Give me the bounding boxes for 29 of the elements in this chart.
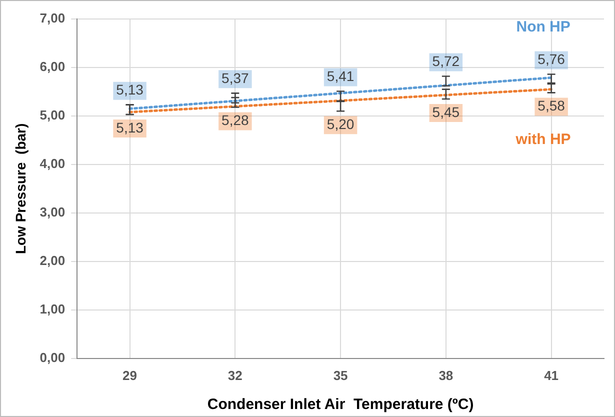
x-tick-label: 32 bbox=[228, 368, 242, 383]
y-tick-label: 0,00 bbox=[40, 350, 66, 365]
data-label: 5,20 bbox=[326, 116, 354, 132]
data-label: 5,37 bbox=[222, 70, 250, 86]
y-tick-label: 1,00 bbox=[40, 301, 66, 316]
x-tick-label: 41 bbox=[544, 368, 559, 383]
x-tick-label: 29 bbox=[122, 368, 138, 383]
y-tick-label: 2,00 bbox=[40, 253, 66, 268]
data-label: 5,13 bbox=[116, 119, 144, 136]
text: with HP bbox=[514, 130, 571, 148]
y-tick-label: 3,00 bbox=[40, 204, 66, 220]
y-axis-title: Low Pressure (bar) bbox=[12, 123, 28, 254]
data-label: 5,76 bbox=[538, 51, 566, 68]
point bbox=[336, 100, 346, 112]
data-label: 5,58 bbox=[538, 98, 566, 114]
point bbox=[546, 82, 556, 94]
x-tick-label: 38 bbox=[438, 368, 454, 383]
y-tick-label: 6,00 bbox=[40, 59, 66, 74]
y-tick-label: 7,00 bbox=[40, 10, 66, 26]
text: Non HP bbox=[516, 18, 570, 36]
x-tick-label: 35 bbox=[333, 368, 348, 383]
data-label: 5,45 bbox=[432, 104, 460, 120]
y-tick-label: 5,00 bbox=[40, 108, 66, 123]
data-label: 5,13 bbox=[116, 82, 144, 98]
y-tick-label: 4,00 bbox=[40, 156, 66, 172]
data-label: 5,28 bbox=[222, 112, 250, 128]
x-axis-title: Condenser Inlet Air Temperature (ºC) bbox=[207, 396, 474, 414]
data-label: 5,72 bbox=[432, 53, 460, 70]
data-label: 5,41 bbox=[326, 68, 354, 84]
